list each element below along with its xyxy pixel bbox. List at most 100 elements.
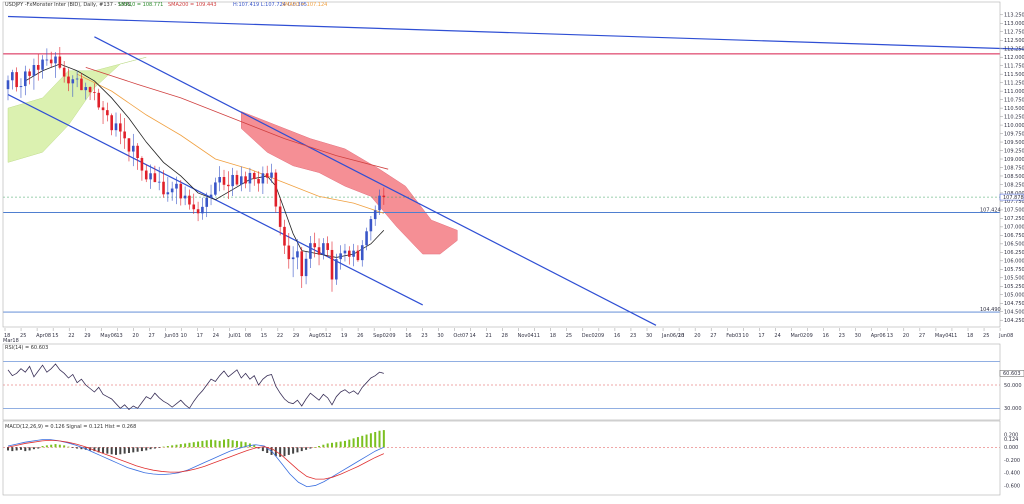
macd-hist-bar: [37, 447, 40, 449]
price-tick-label: 111.250: [1004, 80, 1024, 86]
macd-hist-bar: [110, 447, 113, 455]
macd-hist-bar: [24, 447, 27, 452]
last-price-tag: [999, 193, 1024, 201]
macd-hist-bar: [76, 447, 79, 449]
date-tick-label: 26: [357, 333, 363, 339]
date-tick-label: 25: [566, 333, 572, 339]
macd-hist-bar: [15, 447, 18, 451]
macd-hist-bar: [67, 446, 70, 448]
macd-hist-bar: [227, 439, 230, 448]
macd-hist-bar: [80, 447, 83, 450]
date-tick-label: Apr08: [36, 333, 51, 339]
macd-hist-bar: [231, 440, 234, 448]
price-tick-label: 113.250: [1004, 13, 1024, 19]
candle-body: [15, 72, 18, 88]
macd-hist-bar: [119, 447, 122, 455]
date-tick-label: 12: [325, 333, 331, 339]
macd-axis-label: -0.200: [1004, 458, 1020, 464]
date-tick-label: 23: [839, 333, 845, 339]
chart-header-sma50: SMA50 = 107.124: [282, 2, 327, 8]
chart-header-symbol: USDJPY -FxMonster Inter (BID), Daily, #1…: [5, 2, 133, 8]
candle-body: [373, 210, 377, 220]
level-price-label: 107.424: [980, 207, 1001, 213]
candle-body: [144, 170, 148, 180]
candle-body: [296, 251, 299, 258]
date-tick-label: 24: [774, 333, 780, 339]
candle-body: [175, 183, 178, 189]
macd-hist-bar: [369, 433, 372, 448]
candle-body: [201, 206, 204, 214]
candle-body: [304, 258, 308, 277]
macd-hist-bar: [257, 447, 260, 449]
candle-body: [131, 145, 135, 152]
macd-hist-bar: [102, 447, 105, 453]
date-axis-corner: Mar18: [3, 338, 19, 344]
macd-panel[interactable]: MACD(12,26,9) = 0.126 Signal = 0.121 His…: [3, 424, 1000, 488]
price-tick-label: 109.750: [1004, 131, 1024, 137]
date-tick-label: 09: [598, 333, 604, 339]
candle-body: [222, 177, 226, 185]
macd-hist-bar: [365, 434, 368, 448]
macd-hist-bar: [32, 447, 35, 450]
price-tick-label: 107.750: [1004, 199, 1024, 205]
price-tick-label: 112.750: [1004, 30, 1024, 36]
price-tick-label: 111.500: [1004, 72, 1024, 78]
date-tick-label: Sep02: [373, 333, 389, 339]
chart-header-sma200: SMA200 = 109.443: [168, 2, 217, 8]
candle-body: [300, 251, 304, 277]
date-tick-label: Jun08: [998, 333, 1013, 339]
date-tick-label: 27: [148, 333, 154, 339]
rsi-label: RSI(14) = 60.603: [5, 345, 48, 351]
price-tick-label: 104.500: [1004, 310, 1024, 316]
date-tick-label: 17: [197, 333, 203, 339]
macd-hist-bar: [235, 440, 238, 448]
macd-hist-bar: [149, 447, 152, 450]
price-panel[interactable]: [3, 15, 1024, 326]
candle-body: [248, 172, 252, 184]
candle-body: [287, 245, 291, 260]
price-tick-label: 108.500: [1004, 174, 1024, 180]
candle-body: [343, 250, 347, 254]
trendline-channel-upper: [94, 36, 657, 326]
price-panel-frame: [2, 1, 1001, 328]
date-tick-label: Mar02: [790, 333, 806, 339]
date-tick-label: 28: [502, 333, 508, 339]
chart-header-ohlc: H:107.419 L:107.724 C:0.305: [233, 2, 307, 8]
date-tick-label: Nov04: [518, 333, 534, 339]
macd-hist-bar: [210, 439, 213, 448]
candle-body: [378, 195, 381, 211]
price-tick-label: 106.000: [1004, 259, 1024, 265]
candle-body: [19, 86, 23, 88]
date-tick-label: 22: [68, 333, 74, 339]
date-tick-label: Feb03: [726, 333, 741, 339]
date-tick-label: Apr06: [871, 333, 886, 339]
macd-hist-bar: [171, 445, 174, 448]
price-tick-label: 107.000: [1004, 225, 1024, 231]
candle-body: [170, 188, 174, 193]
candle-body: [278, 206, 282, 227]
rsi-panel[interactable]: RSI(14) = 60.603: [3, 345, 1000, 411]
candle-body: [110, 115, 113, 131]
macd-axis-label: 0.000: [1004, 445, 1018, 451]
kumo-cloud-red: [241, 111, 458, 255]
macd-hist-bar: [132, 447, 135, 453]
macd-panel-frame: [2, 420, 1001, 496]
candle-body: [252, 172, 256, 180]
macd-hist-bar: [162, 446, 165, 448]
macd-hist-bar: [93, 447, 96, 452]
candle-body: [227, 184, 230, 187]
macd-hist-bar: [318, 446, 321, 448]
sma10-line: [25, 63, 385, 258]
date-tick-label: 08: [245, 333, 251, 339]
date-tick-label: 18: [967, 333, 973, 339]
candle-body: [11, 72, 14, 81]
price-tick-label: 110.750: [1004, 97, 1024, 103]
macd-hist-bar: [145, 447, 148, 451]
macd-hist-bar: [19, 447, 22, 450]
date-tick-label: 13: [678, 333, 684, 339]
candle-body: [114, 123, 118, 131]
macd-hist-bar: [300, 447, 303, 452]
candle-body: [127, 138, 131, 152]
macd-hist-bar: [115, 447, 117, 455]
